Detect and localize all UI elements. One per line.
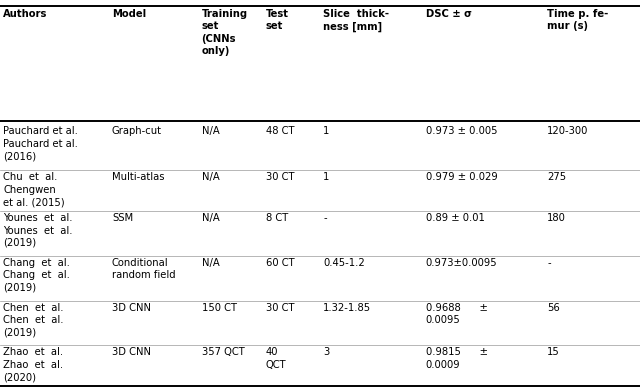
Text: 0.45-1.2: 0.45-1.2 bbox=[323, 258, 365, 268]
Text: 120-300: 120-300 bbox=[547, 126, 589, 137]
Text: Multi-atlas: Multi-atlas bbox=[112, 172, 164, 182]
Text: Graph-cut: Graph-cut bbox=[112, 126, 162, 137]
Text: Conditional
random field: Conditional random field bbox=[112, 258, 175, 280]
Text: 0.979 ± 0.029: 0.979 ± 0.029 bbox=[426, 172, 497, 182]
Text: N/A: N/A bbox=[202, 258, 220, 268]
Text: 1: 1 bbox=[323, 126, 330, 137]
Text: Zhao  et  al.
Zhao  et  al.
(2020): Zhao et al. Zhao et al. (2020) bbox=[3, 347, 63, 382]
Text: 0.973±0.0095: 0.973±0.0095 bbox=[426, 258, 497, 268]
Text: 0.973 ± 0.005: 0.973 ± 0.005 bbox=[426, 126, 497, 137]
Text: 0.9688      ±
0.0095: 0.9688 ± 0.0095 bbox=[426, 303, 488, 325]
Text: DSC ± σ: DSC ± σ bbox=[426, 9, 472, 19]
Text: 60 CT: 60 CT bbox=[266, 258, 294, 268]
Text: Model: Model bbox=[112, 9, 146, 19]
Text: 3: 3 bbox=[323, 347, 330, 357]
Text: 30 CT: 30 CT bbox=[266, 303, 294, 313]
Text: 357 QCT: 357 QCT bbox=[202, 347, 244, 357]
Text: 150 CT: 150 CT bbox=[202, 303, 237, 313]
Text: 56: 56 bbox=[547, 303, 560, 313]
Text: Chu  et  al.
Chengwen
et al. (2015): Chu et al. Chengwen et al. (2015) bbox=[3, 172, 65, 207]
Text: 275: 275 bbox=[547, 172, 566, 182]
Text: N/A: N/A bbox=[202, 172, 220, 182]
Text: 1: 1 bbox=[323, 172, 330, 182]
Text: Training
set
(CNNs
only): Training set (CNNs only) bbox=[202, 9, 248, 56]
Text: 3D CNN: 3D CNN bbox=[112, 303, 151, 313]
Text: 0.9815      ±
0.0009: 0.9815 ± 0.0009 bbox=[426, 347, 488, 370]
Text: Chen  et  al.
Chen  et  al.
(2019): Chen et al. Chen et al. (2019) bbox=[3, 303, 64, 337]
Text: 8 CT: 8 CT bbox=[266, 213, 288, 223]
Text: SSM: SSM bbox=[112, 213, 133, 223]
Text: 48 CT: 48 CT bbox=[266, 126, 294, 137]
Text: 30 CT: 30 CT bbox=[266, 172, 294, 182]
Text: Slice  thick-
ness [mm]: Slice thick- ness [mm] bbox=[323, 9, 389, 32]
Text: 0.89 ± 0.01: 0.89 ± 0.01 bbox=[426, 213, 484, 223]
Text: Pauchard et al.
Pauchard et al.
(2016): Pauchard et al. Pauchard et al. (2016) bbox=[3, 126, 78, 161]
Text: N/A: N/A bbox=[202, 213, 220, 223]
Text: N/A: N/A bbox=[202, 126, 220, 137]
Text: Time p. fe-
mur (s): Time p. fe- mur (s) bbox=[547, 9, 609, 32]
Text: 15: 15 bbox=[547, 347, 560, 357]
Text: Authors: Authors bbox=[3, 9, 47, 19]
Text: 180: 180 bbox=[547, 213, 566, 223]
Text: Younes  et  al.
Younes  et  al.
(2019): Younes et al. Younes et al. (2019) bbox=[3, 213, 73, 248]
Text: -: - bbox=[547, 258, 551, 268]
Text: Test
set: Test set bbox=[266, 9, 289, 32]
Text: Chang  et  al.
Chang  et  al.
(2019): Chang et al. Chang et al. (2019) bbox=[3, 258, 70, 293]
Text: 40
QCT: 40 QCT bbox=[266, 347, 286, 370]
Text: 3D CNN: 3D CNN bbox=[112, 347, 151, 357]
Text: -: - bbox=[323, 213, 327, 223]
Text: 1.32-1.85: 1.32-1.85 bbox=[323, 303, 371, 313]
